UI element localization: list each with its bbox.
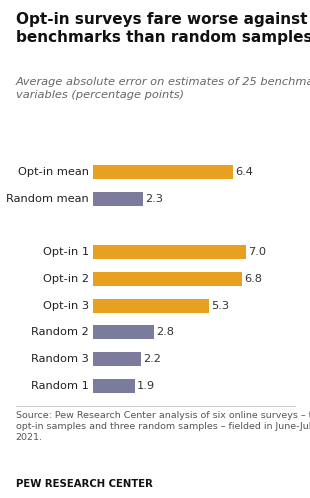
Text: Opt-in 1: Opt-in 1 [43,247,89,257]
Bar [93,352,141,366]
Text: Average absolute error on estimates of 25 benchmark
variables (percentage points: Average absolute error on estimates of 2… [16,77,310,100]
Text: Random 1: Random 1 [31,381,89,391]
Bar [93,299,209,313]
Bar [93,326,154,340]
Text: Opt-in mean: Opt-in mean [18,167,89,177]
Bar [93,192,143,206]
Text: 2.2: 2.2 [143,354,161,364]
Bar [93,165,233,179]
Text: 7.0: 7.0 [248,247,267,257]
Bar [93,272,242,286]
Text: Random 3: Random 3 [31,354,89,364]
Text: 5.3: 5.3 [211,301,229,311]
Text: 6.4: 6.4 [235,167,253,177]
Text: 6.8: 6.8 [244,274,262,284]
Text: 2.3: 2.3 [145,194,163,204]
Text: Opt-in 2: Opt-in 2 [43,274,89,284]
Text: 1.9: 1.9 [137,381,155,391]
Bar [93,379,135,393]
Text: Opt-in 3: Opt-in 3 [43,301,89,311]
Text: Random 2: Random 2 [31,327,89,338]
Text: Random mean: Random mean [6,194,89,204]
Text: Source: Pew Research Center analysis of six online surveys – three
opt-in sample: Source: Pew Research Center analysis of … [16,411,310,442]
Text: PEW RESEARCH CENTER: PEW RESEARCH CENTER [16,479,153,489]
Text: Opt-in surveys fare worse against
benchmarks than random samples: Opt-in surveys fare worse against benchm… [16,12,310,45]
Text: 2.8: 2.8 [157,327,175,338]
Bar [93,245,246,259]
